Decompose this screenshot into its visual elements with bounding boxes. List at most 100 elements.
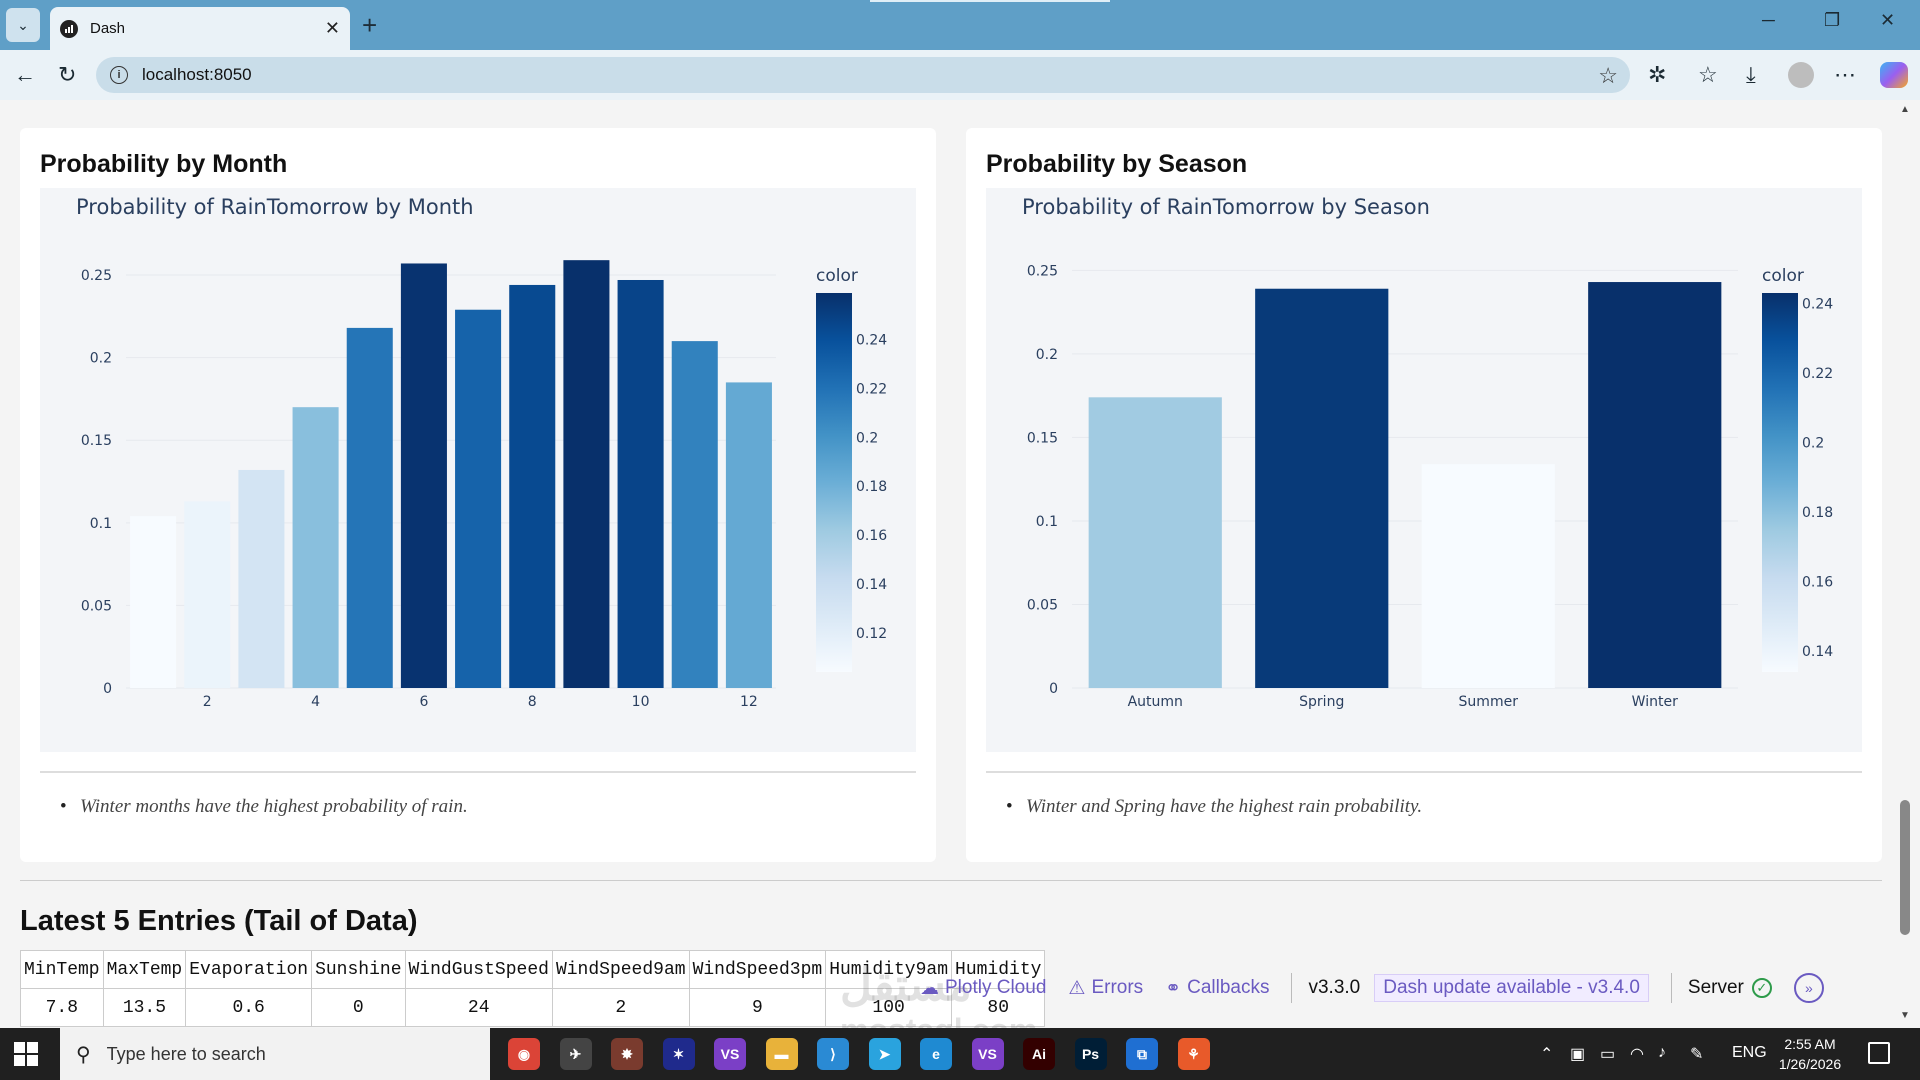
bar — [1588, 282, 1722, 688]
meet-now-icon[interactable]: ▣ — [1570, 1046, 1586, 1063]
table-cell[interactable]: 0.6 — [185, 988, 313, 1027]
bar — [400, 263, 447, 688]
table-cell[interactable]: 80 — [951, 988, 1046, 1027]
column-header[interactable]: Evaporation — [185, 950, 313, 989]
colorbar-tick-label: 0.22 — [1802, 366, 1833, 382]
chrome-icon[interactable]: ◉ — [508, 1038, 540, 1070]
callbacks-button[interactable]: ⚭ Callbacks — [1165, 977, 1269, 1000]
table-cell[interactable]: 24 — [404, 988, 553, 1027]
vscode-icon[interactable]: ⟩ — [817, 1038, 849, 1070]
month-chart[interactable]: Probability of RainTomorrow by Month 0 0.0… — [40, 188, 916, 752]
x-tick-label: 12 — [740, 694, 758, 710]
table-cell[interactable]: 0 — [311, 988, 406, 1027]
table-cell[interactable]: 7.8 — [20, 988, 104, 1027]
bar — [1088, 397, 1222, 688]
profile-avatar[interactable] — [1788, 62, 1814, 88]
plotly-cloud-label: Plotly Cloud — [945, 977, 1047, 998]
edge-icon[interactable]: e — [920, 1038, 952, 1070]
taskbar-clock[interactable]: 2:55 AM 1/26/2026 — [1770, 1034, 1850, 1074]
y-tick-label: 0 — [103, 681, 112, 697]
vs-preview-icon[interactable]: VS — [714, 1038, 746, 1070]
copilot-icon[interactable] — [1880, 62, 1908, 88]
column-header[interactable]: MinTemp — [20, 950, 104, 989]
telegram-icon[interactable]: ➤ — [868, 1038, 901, 1070]
watermark-logo: مستقل — [840, 961, 972, 1010]
column-header[interactable]: Humidity — [951, 950, 1046, 989]
reload-icon[interactable]: ↻ — [58, 62, 77, 87]
illustrator-icon[interactable]: Ai — [1023, 1038, 1055, 1070]
expand-devtools-icon[interactable]: » — [1793, 973, 1824, 1003]
battery-icon[interactable]: ▭ — [1600, 1046, 1616, 1063]
clock-date: 1/26/2026 — [1778, 1056, 1842, 1072]
bar — [292, 407, 339, 688]
y-tick-label: 0.05 — [81, 598, 112, 614]
address-bar[interactable]: i localhost:8050 ☆ — [96, 57, 1630, 93]
site-info-icon[interactable]: i — [110, 66, 128, 84]
close-window-button[interactable]: ✕ — [1880, 10, 1896, 30]
notification-icon[interactable] — [1868, 1042, 1890, 1064]
devtools-separator — [1291, 973, 1293, 1003]
data-table: MinTemp MaxTemp Evaporation Sunshine Win… — [20, 950, 1046, 1027]
taskbar-search[interactable]: ⚲ Type here to search — [60, 1028, 490, 1080]
close-tab-icon[interactable]: ✕ — [324, 18, 340, 38]
visual-studio-icon[interactable]: VS — [971, 1038, 1004, 1070]
file-explorer-icon[interactable]: ▬ — [765, 1038, 798, 1070]
bar — [671, 341, 718, 688]
pen-icon[interactable]: ✎ — [1690, 1046, 1704, 1063]
photoshop-icon[interactable]: Ps — [1074, 1038, 1107, 1070]
callback-graph-icon: ⚭ — [1165, 977, 1182, 999]
scroll-down-icon[interactable]: ▼ — [1900, 1010, 1910, 1021]
plotly-cloud-button[interactable]: ☁ Plotly Cloud — [920, 977, 1046, 1000]
colorbar-tick-label: 0.2 — [1802, 436, 1824, 452]
scrollbar-thumb[interactable] — [1900, 800, 1910, 935]
y-tick-label: 0.25 — [1027, 263, 1058, 279]
back-arrow-icon[interactable]: ← — [14, 62, 36, 87]
page-scrollbar[interactable] — [1898, 100, 1920, 1028]
app-13-icon[interactable]: ⧉ — [1126, 1038, 1158, 1070]
devtools-separator — [1670, 973, 1672, 1003]
windows-start-icon[interactable] — [14, 1042, 38, 1066]
app-4-icon[interactable]: ✶ — [662, 1038, 695, 1070]
column-header[interactable]: MaxTemp — [102, 950, 187, 989]
volume-icon[interactable]: ♪ — [1658, 1044, 1666, 1061]
table-cell[interactable]: 100 — [825, 988, 953, 1027]
app-14-icon[interactable]: ⚘ — [1177, 1038, 1210, 1070]
season-chart[interactable]: Probability of RainTomorrow by Season 0 0.… — [986, 188, 1862, 752]
colorbar-tick-label: 0.14 — [856, 577, 887, 593]
language-indicator[interactable]: ENG — [1732, 1044, 1767, 1061]
column-header[interactable]: Humidity9am — [825, 950, 953, 989]
browser-tab[interactable]: Dash ✕ — [50, 7, 350, 50]
table-cell[interactable]: 9 — [688, 988, 827, 1027]
errors-button[interactable]: ⚠ Errors — [1068, 977, 1143, 1000]
more-options-icon[interactable]: ⋯ — [1834, 62, 1856, 87]
tab-actions-button[interactable]: ⌄ — [6, 8, 40, 42]
column-header[interactable]: Sunshine — [311, 950, 406, 989]
favorites-icon[interactable]: ☆ — [1698, 62, 1718, 87]
new-tab-button[interactable]: + — [362, 10, 378, 40]
app-2-icon[interactable]: ✈ — [559, 1038, 592, 1070]
update-badge[interactable]: Dash update available - v3.4.0 — [1374, 974, 1649, 1002]
month-card-note: Winter months have the highest probabili… — [60, 796, 468, 818]
extensions-icon[interactable]: ✲ — [1648, 62, 1667, 87]
bar — [184, 501, 231, 688]
colorbar-tick-label: 0.18 — [1802, 505, 1833, 521]
column-header[interactable]: WindGustSpeed — [404, 950, 553, 989]
column-header[interactable]: WindSpeed9am — [551, 950, 690, 989]
app-3-icon[interactable]: ✸ — [611, 1038, 643, 1070]
downloads-icon[interactable]: ⤓ — [1746, 62, 1756, 87]
y-tick-label: 0.25 — [81, 268, 112, 284]
column-header[interactable]: WindSpeed3pm — [688, 950, 827, 989]
wifi-icon[interactable]: ◠ — [1630, 1046, 1644, 1063]
colorbar-tick-label: 0.2 — [856, 430, 878, 446]
chart-title: Probability of RainTomorrow by Season — [1022, 195, 1430, 219]
restore-button[interactable]: ❐ — [1824, 10, 1841, 30]
table-cell[interactable]: 13.5 — [102, 988, 187, 1027]
chevron-up-icon[interactable]: ⌃ — [1540, 1046, 1554, 1063]
bar — [509, 284, 556, 688]
browser-tab-strip: ⌄ Dash ✕ + ─ ❐ ✕ — [0, 0, 1920, 50]
minimize-button[interactable]: ─ — [1762, 10, 1775, 30]
season-chart-container: Probability of RainTomorrow by Season 0 0.… — [986, 188, 1862, 752]
favorite-star-icon[interactable]: ☆ — [1598, 63, 1618, 88]
table-cell[interactable]: 2 — [551, 988, 690, 1027]
scroll-up-icon[interactable]: ▲ — [1900, 104, 1910, 115]
